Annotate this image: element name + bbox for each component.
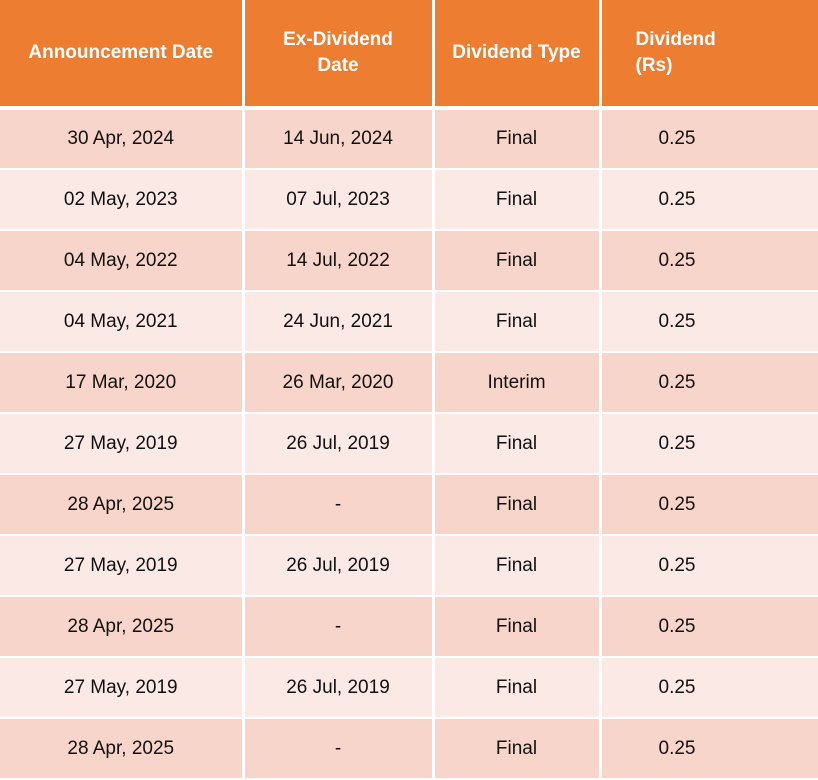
dividend-type-cell: Final (433, 169, 602, 231)
dividend-type-cell: Final (433, 596, 602, 658)
announcement-date-cell: 02 May, 2023 (0, 169, 245, 231)
announcement-date-cell: 28 Apr, 2025 (0, 718, 245, 780)
ex-dividend-date-cell: - (243, 474, 435, 536)
dividend-type-cell: Final (433, 657, 602, 719)
header-dividend-type: Dividend Type (433, 0, 602, 110)
table-row: 28 Apr, 2025- Final 0.25 (0, 474, 818, 536)
table-row: 02 May, 2023 07 Jul, 2023 Final 0.25 (0, 169, 818, 231)
dividend-amount-cell: 0.25 (600, 108, 818, 170)
dividend-amount-cell: 0.25 (600, 474, 818, 536)
dividend-type-cell: Interim (433, 352, 602, 414)
dividend-amount-cell: 0.25 (600, 413, 818, 475)
announcement-date-cell: 04 May, 2021 (0, 291, 245, 353)
ex-dividend-date-cell: 24 Jun, 2021 (243, 291, 435, 353)
table-row: 27 May, 2019 26 Jul, 2019 Final 0.25 (0, 535, 818, 597)
table-row: 30 Apr, 2024 14 Jun, 2024 Final 0.25 (0, 108, 818, 170)
table-header: Announcement Date Ex-Dividend Date Divid… (0, 0, 818, 110)
ex-dividend-date-cell: 14 Jun, 2024 (243, 108, 435, 170)
ex-dividend-date-cell: 26 Jul, 2019 (243, 413, 435, 475)
announcement-date-cell: 27 May, 2019 (0, 657, 245, 719)
dividend-amount-cell: 0.25 (600, 718, 818, 780)
dividend-amount-cell: 0.25 (600, 291, 818, 353)
announcement-date-cell: 17 Mar, 2020 (0, 352, 245, 414)
announcement-date-cell: 28 Apr, 2025 (0, 596, 245, 658)
dividend-type-cell: Final (433, 718, 602, 780)
table-row: 27 May, 2019 26 Jul, 2019 Final 0.25 (0, 413, 818, 475)
dividend-type-cell: Final (433, 474, 602, 536)
dividend-amount-cell: 0.25 (600, 657, 818, 719)
table-row: 04 May, 2022 14 Jul, 2022 Final 0.25 (0, 230, 818, 292)
dividend-amount-cell: 0.25 (600, 169, 818, 231)
announcement-date-cell: 04 May, 2022 (0, 230, 245, 292)
dividend-type-cell: Final (433, 230, 602, 292)
table-row: 28 Apr, 2025- Final 0.25 (0, 596, 818, 658)
announcement-date-cell: 27 May, 2019 (0, 413, 245, 475)
dividend-type-cell: Final (433, 108, 602, 170)
table-row: 04 May, 2021 24 Jun, 2021 Final 0.25 (0, 291, 818, 353)
ex-dividend-date-cell: 07 Jul, 2023 (243, 169, 435, 231)
announcement-date-cell: 30 Apr, 2024 (0, 108, 245, 170)
header-announcement-date: Announcement Date (0, 0, 245, 110)
ex-dividend-date-cell: 26 Jul, 2019 (243, 657, 435, 719)
dividend-amount-cell: 0.25 (600, 352, 818, 414)
ex-dividend-date-cell: - (243, 596, 435, 658)
dividend-type-cell: Final (433, 413, 602, 475)
announcement-date-cell: 28 Apr, 2025 (0, 474, 245, 536)
header-row: Announcement Date Ex-Dividend Date Divid… (0, 0, 818, 110)
header-ex-dividend-date: Ex-Dividend Date (243, 0, 435, 110)
table-row: 27 May, 2019 26 Jul, 2019 Final 0.25 (0, 657, 818, 719)
ex-dividend-date-cell: 14 Jul, 2022 (243, 230, 435, 292)
ex-dividend-date-cell: 26 Mar, 2020 (243, 352, 435, 414)
announcement-date-cell: 27 May, 2019 (0, 535, 245, 597)
dividend-type-cell: Final (433, 291, 602, 353)
dividend-amount-cell: 0.25 (600, 230, 818, 292)
ex-dividend-date-cell: 26 Jul, 2019 (243, 535, 435, 597)
table-body: 30 Apr, 2024 14 Jun, 2024 Final 0.25 02 May,… (0, 108, 818, 780)
header-dividend-rs: Dividend (Rs) (600, 0, 818, 110)
dividend-amount-cell: 0.25 (600, 596, 818, 658)
ex-dividend-date-cell: - (243, 718, 435, 780)
dividend-type-cell: Final (433, 535, 602, 597)
table-row: 28 Apr, 2025- Final 0.25 (0, 718, 818, 780)
dividend-amount-cell: 0.25 (600, 535, 818, 597)
table-row: 17 Mar, 2020 26 Mar, 2020 Interim 0.25 (0, 352, 818, 414)
